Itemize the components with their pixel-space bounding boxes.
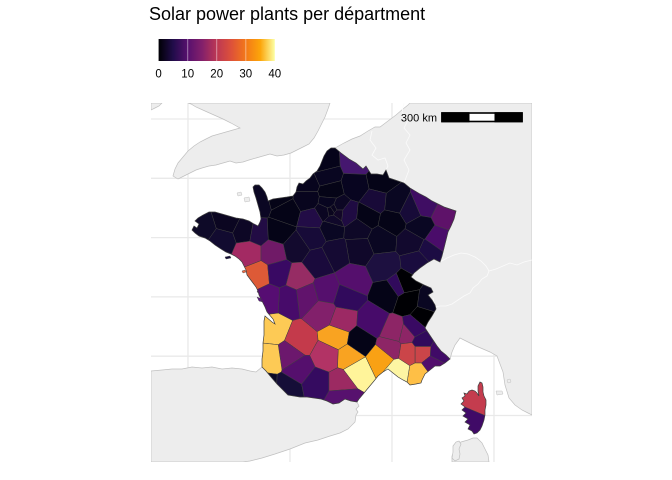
svg-text:20: 20 (210, 69, 223, 81)
svg-text:0: 0 (155, 69, 161, 81)
svg-text:30: 30 (239, 69, 252, 81)
svg-text:10: 10 (181, 69, 194, 81)
svg-text:Solar power plants per départm: Solar power plants per départment (149, 4, 425, 24)
svg-text:40: 40 (268, 69, 281, 81)
svg-text:300 km: 300 km (401, 113, 437, 125)
